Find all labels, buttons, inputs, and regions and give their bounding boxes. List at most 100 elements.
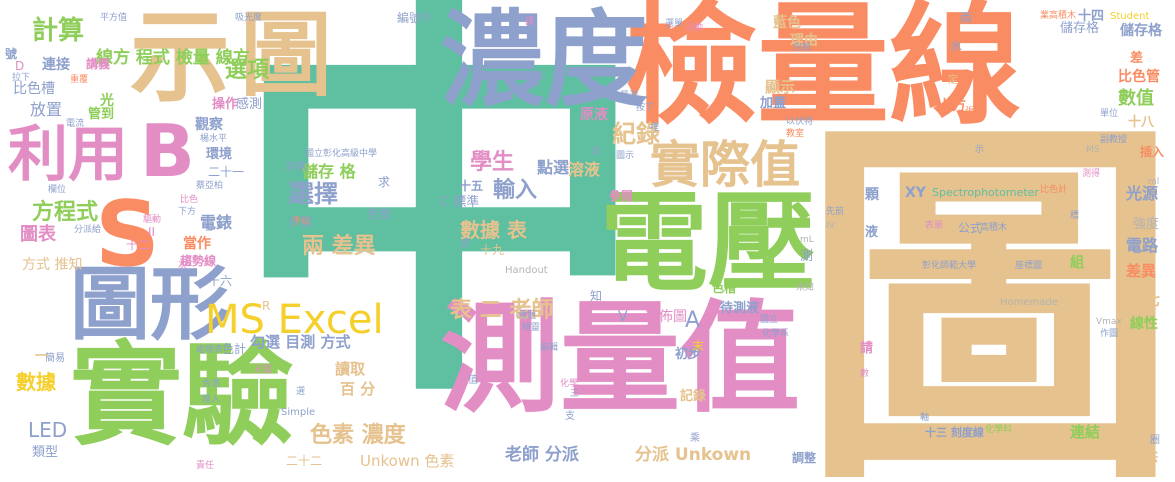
cloud-word: 線方 程式 檢量 線方 (96, 48, 250, 68)
cloud-word: 初步 (675, 347, 702, 362)
cloud-word: 組 (1070, 255, 1084, 271)
cloud-word: 二十 (1126, 403, 1157, 421)
cloud-word: 提供 (1130, 449, 1158, 465)
cloud-word: 檢量線 (625, 0, 1021, 143)
cloud-word: 驅動 (143, 215, 162, 225)
cloud-word: 吸光度 (235, 13, 263, 23)
cloud-word: ml (1148, 177, 1160, 187)
cloud-word: 溶液 (568, 160, 601, 179)
cloud-word: 作圖 (1100, 329, 1119, 339)
cloud-word: 彰化師範大學 (922, 261, 977, 271)
cloud-word: 數據 表 (460, 218, 527, 242)
cloud-word: 線性 (1130, 316, 1158, 332)
cloud-word: 原液 (580, 107, 608, 123)
cloud-word: 選擇 (290, 180, 338, 208)
cloud-word: 步 (460, 237, 471, 250)
cloud-word: 流程圖 (886, 425, 914, 435)
cloud-word: 處理表 (196, 345, 224, 355)
cloud-word: 量測 (620, 91, 639, 101)
cloud-word: 請 (860, 341, 874, 356)
cloud-word: 未知 (796, 283, 815, 293)
cloud-word: 數值 (1118, 88, 1154, 109)
cloud-word: D (15, 59, 25, 73)
cloud-word: 電壓 (600, 181, 817, 306)
cloud-word: 圖 (240, 2, 333, 109)
cloud-word: 合適 (202, 379, 221, 389)
cloud-word: Handout (505, 265, 548, 276)
cloud-word: 化學 (560, 379, 579, 389)
cloud-word: 圖示 (616, 151, 635, 161)
cloud-word: 輸入 (493, 178, 538, 203)
cloud-word: MS (1086, 145, 1100, 155)
cloud-word: 放置 (30, 100, 63, 119)
cloud-word: 散佈圖 (645, 309, 687, 325)
cloud-word: 紀錄 (612, 120, 660, 148)
cloud-word: 連結 (1070, 423, 1101, 441)
cloud-word: 圖形 (70, 258, 230, 351)
cloud-word: 類型 (32, 445, 59, 460)
cloud-word: 色計 (222, 342, 247, 356)
cloud-word: 公式 (958, 221, 983, 235)
cloud-word: 電路 (1126, 236, 1159, 255)
cloud-word: 教室 (786, 129, 805, 139)
cloud-word: 藍色 (773, 15, 801, 31)
cloud-word: mL (800, 235, 814, 245)
cloud-word: 記錄 (680, 389, 707, 404)
cloud-word: II (148, 225, 156, 239)
cloud-word: 讀 (525, 17, 535, 27)
cloud-word: 座標 (286, 162, 306, 173)
cloud-word: 感測 (236, 97, 263, 112)
cloud-word: 平方值 (100, 13, 128, 23)
cloud-word: 實際值 (650, 136, 800, 194)
cloud-word: 匯入 (202, 395, 221, 405)
cloud-word: 一 (35, 349, 49, 364)
cloud-word: 儲存格 (1120, 23, 1162, 39)
cloud-word: 座標圖 (1015, 261, 1043, 271)
cloud-word: B (140, 109, 195, 193)
cloud-word: 插入 (1140, 145, 1165, 159)
cloud-word: 顆 (865, 187, 879, 203)
cloud-word: 數 (860, 369, 870, 379)
cloud-word: 光 (100, 93, 114, 109)
cloud-word: 精靈 (522, 323, 541, 333)
cloud-word: 乘 (690, 433, 700, 444)
cloud-word: 數據 (16, 370, 56, 394)
cloud-word: 利用 (8, 120, 128, 190)
cloud-word: 選 (296, 387, 306, 397)
cloud-word: 電流 (66, 119, 85, 129)
cloud-word: 化學科 (985, 425, 1013, 435)
cloud-word: 測得 (1082, 169, 1101, 179)
cloud-word: 末 (692, 339, 705, 353)
cloud-word: 活動 (685, 23, 704, 33)
cloud-word: 十五 (459, 179, 484, 193)
cloud-word: 蔡亞柏 (196, 181, 224, 191)
cloud-word: 比色 (180, 195, 199, 205)
cloud-word: 理由 (790, 33, 818, 49)
cloud-word: 名稱 (1125, 353, 1156, 371)
cloud-word: 約 (422, 13, 432, 23)
cloud-word: 當作 (183, 236, 211, 252)
cloud-word: 欄位 (48, 185, 67, 195)
cloud-word: 比色槽 (13, 81, 55, 97)
cloud-word: 連接 (42, 57, 70, 73)
cloud-word: 自製 (793, 43, 812, 53)
cloud-word: 重覆 (70, 75, 89, 85)
cloud-word: 值 (468, 375, 478, 386)
cloud-word: 十二 (126, 238, 151, 252)
cloud-word: Vmax (1096, 317, 1122, 327)
cloud-word: 楊水平 (200, 134, 228, 144)
cloud-word: 定 (948, 75, 958, 86)
cloud-word: V (618, 309, 628, 325)
cloud-word: 編號 (397, 11, 422, 25)
cloud-word: Unkown 色素 (360, 452, 455, 470)
cloud-word: 分派給 (74, 225, 102, 235)
cloud-word: 編輯 (540, 343, 559, 353)
cloud-word: 先前 (826, 207, 845, 217)
cloud-word: 軸 (920, 413, 930, 423)
cloud-word: 業高積木 (1040, 11, 1077, 21)
cloud-word: 下方 (178, 207, 197, 217)
cloud-word: Simple (281, 407, 316, 418)
cloud-word: 簡易 (45, 353, 65, 364)
cloud-word: 十八 (1128, 115, 1155, 130)
cloud-word: 單位 (1100, 109, 1119, 119)
